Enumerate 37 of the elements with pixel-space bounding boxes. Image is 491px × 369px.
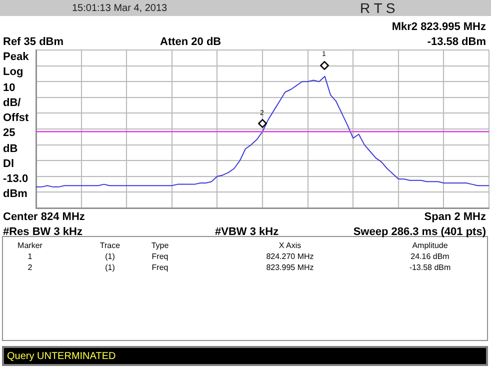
text: 10 (3, 82, 16, 94)
text: dB (3, 143, 18, 156)
text: Freq (152, 263, 168, 273)
text: Freq (152, 252, 168, 262)
text: Dl (3, 158, 14, 170)
text: Sweep 286.3 ms (401 pts) (353, 226, 486, 238)
text: 824.270 MHz (266, 252, 314, 262)
text: Peak (3, 51, 29, 64)
text: Ref 35 dBm (3, 36, 64, 48)
text: -13.58 dBm (409, 263, 451, 273)
text: (1) (105, 252, 115, 262)
text: Type (151, 241, 169, 251)
text: 15:01:13 Mar 4, 2013 (72, 3, 168, 14)
text: R T S (360, 0, 396, 16)
text: X Axis (278, 241, 302, 251)
text: Log (3, 66, 24, 78)
text: -13.0 (3, 173, 28, 186)
text: Query UNTERMINATED (7, 351, 116, 362)
text: 25 (3, 127, 16, 140)
text: (1) (105, 263, 115, 273)
text: Mkr2 823.995 MHz (392, 21, 486, 34)
text: Span 2 MHz (424, 211, 486, 224)
text: Trace (100, 241, 120, 251)
text: -13.58 dBm (427, 36, 486, 48)
text: dB/ (3, 97, 21, 110)
text: 1 (28, 252, 32, 262)
text: Center 824 MHz (3, 211, 85, 224)
text: 823.995 MHz (266, 263, 314, 273)
text: #VBW 3 kHz (215, 226, 279, 238)
text: #Res BW 3 kHz (3, 226, 82, 238)
text: Marker (18, 241, 42, 251)
text: Amplitude (412, 241, 448, 251)
text: 2 (28, 263, 32, 273)
text: 24.16 dBm (410, 252, 450, 262)
text: Atten 20 dB (160, 36, 222, 48)
text: Offst (3, 112, 29, 124)
text: dBm (3, 188, 28, 200)
